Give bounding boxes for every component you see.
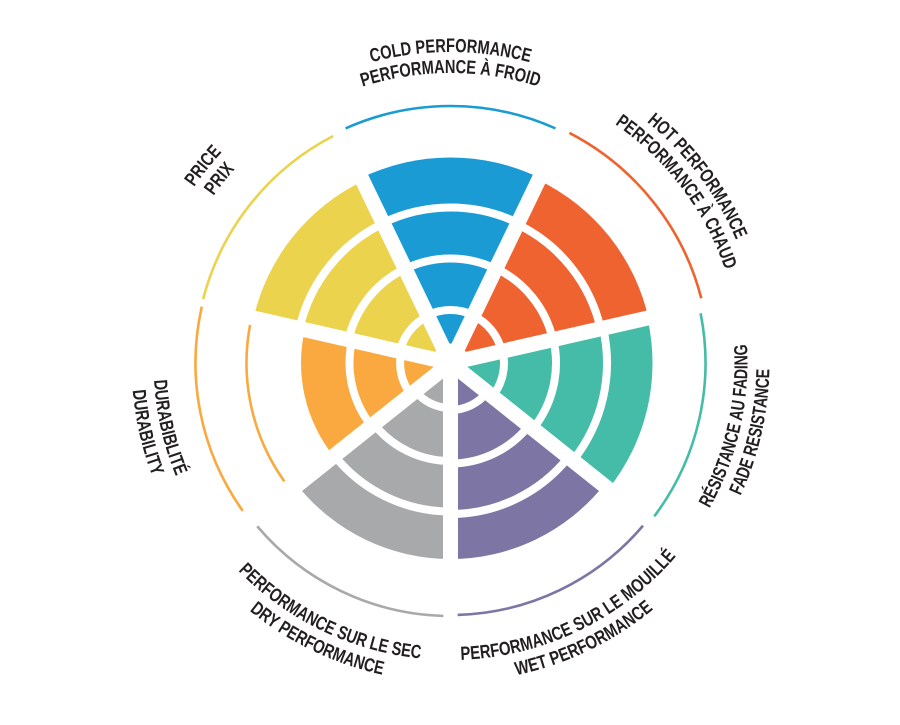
svg-text:C: C [455, 56, 466, 78]
svg-text:C: C [367, 43, 382, 66]
svg-text:R: R [466, 36, 478, 58]
svg-text:M: M [476, 36, 490, 58]
svg-text:R: R [151, 399, 174, 413]
svg-text:W: W [513, 656, 532, 680]
svg-text:F: F [493, 60, 505, 82]
svg-text:D: D [730, 369, 752, 380]
svg-text:E: E [372, 656, 386, 679]
svg-text:M: M [421, 57, 435, 79]
svg-text:L: L [390, 39, 402, 62]
svg-text:A: A [488, 38, 501, 61]
svg-text:R: R [508, 635, 523, 658]
svg-text:F: F [446, 35, 455, 56]
svg-text:I: I [137, 438, 159, 447]
svg-text:I: I [164, 450, 185, 461]
svg-text:O: O [455, 35, 467, 57]
svg-text:S: S [747, 413, 770, 426]
svg-text:G: G [730, 344, 752, 356]
svg-text:F: F [489, 639, 501, 661]
svg-text:R: R [410, 58, 423, 80]
svg-text:I: I [157, 428, 179, 437]
svg-text:P: P [460, 643, 471, 665]
svg-text:I: I [523, 66, 533, 88]
svg-text:N: N [751, 387, 773, 399]
svg-text:N: N [445, 56, 456, 77]
svg-text:O: O [497, 637, 512, 660]
svg-text:B: B [155, 418, 178, 433]
svg-text:O: O [378, 41, 393, 64]
svg-text:C: C [409, 641, 422, 663]
svg-text:A: A [749, 396, 772, 409]
svg-text:E: E [376, 635, 390, 658]
svg-text:E: E [400, 639, 413, 662]
svg-text:F: F [729, 387, 751, 398]
svg-text:E: E [469, 642, 481, 664]
svg-text:C: C [509, 41, 524, 64]
svg-text:A: A [153, 409, 176, 423]
svg-text:E: E [466, 57, 477, 79]
svg-text:D: D [149, 379, 171, 391]
svg-text:I: I [730, 365, 752, 369]
svg-text:T: T [748, 404, 771, 416]
svg-text:O: O [512, 64, 528, 87]
svg-text:N: N [499, 39, 513, 62]
svg-text:R: R [378, 63, 393, 86]
svg-text:F: F [388, 61, 401, 84]
svg-text:R: R [502, 61, 517, 84]
svg-text:B: B [135, 428, 158, 443]
svg-text:N: N [730, 355, 752, 365]
svg-text:U: U [727, 399, 750, 412]
svg-text:S: S [390, 637, 404, 660]
svg-text:D: D [128, 389, 150, 402]
svg-text:À: À [479, 58, 492, 80]
svg-text:E: E [425, 36, 436, 58]
svg-text:U: U [150, 389, 172, 402]
svg-text:R: R [131, 408, 154, 422]
svg-text:D: D [399, 38, 412, 61]
svg-text:U: U [129, 399, 152, 412]
svg-text:C: C [751, 377, 773, 389]
svg-text:E: E [752, 369, 774, 379]
svg-text:M: M [518, 632, 535, 656]
svg-text:I: I [746, 422, 768, 430]
svg-text:A: A [434, 56, 445, 78]
svg-text:O: O [398, 59, 413, 82]
svg-text:P: P [414, 36, 426, 58]
svg-text:I: I [141, 450, 163, 460]
svg-text:A: A [729, 378, 751, 390]
svg-text:A: A [725, 408, 748, 422]
svg-text:A: A [133, 418, 156, 433]
svg-text:S: S [744, 425, 767, 439]
svg-text:R: R [435, 35, 446, 57]
svg-text:R: R [479, 641, 492, 663]
